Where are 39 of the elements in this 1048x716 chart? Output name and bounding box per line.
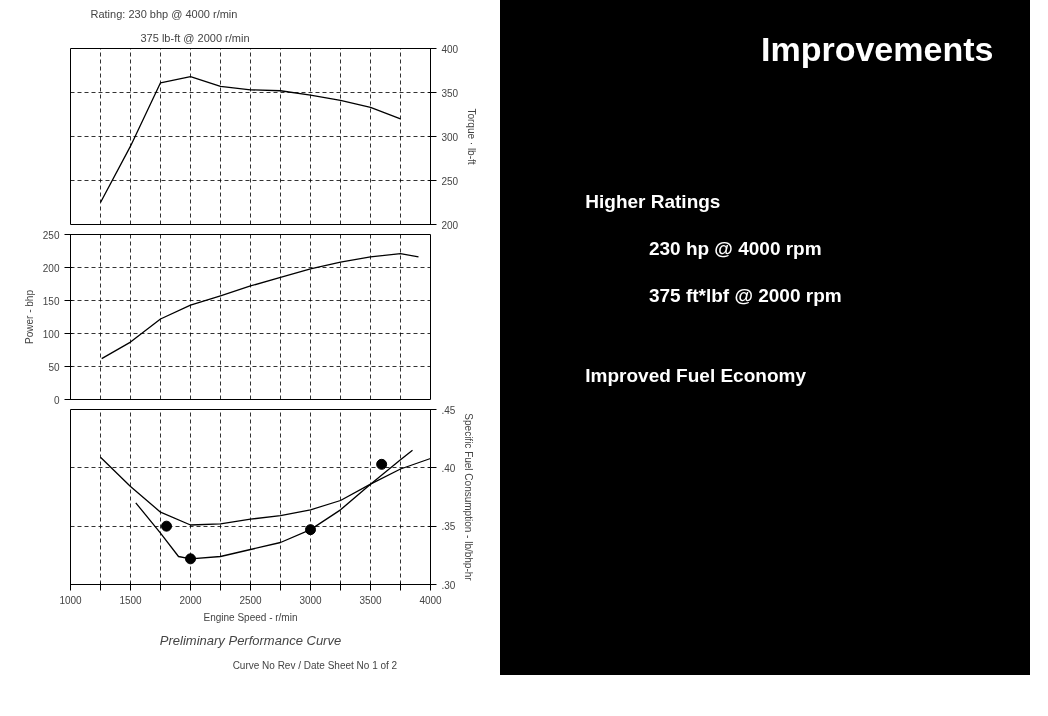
y-axis-title: Specific Fuel Consumption - lb/bhp-hr <box>463 413 475 582</box>
y-tick-label: .40 <box>441 462 456 474</box>
y-tick-label: 0 <box>53 394 60 406</box>
y-tick-label: 250 <box>441 175 459 187</box>
y-axis-title: Torque · lb-ft <box>466 108 478 165</box>
x-tick-label: 1500 <box>119 594 143 606</box>
y-tick-label: 300 <box>441 131 459 143</box>
y-tick-label: 350 <box>441 87 459 99</box>
x-axis-title: Engine Speed - r/min <box>203 611 298 623</box>
text: 375 lb-ft @ 2000 r/min <box>140 31 250 44</box>
text: Higher Ratings <box>585 191 721 212</box>
text: Improved Fuel Economy <box>585 365 807 387</box>
text: Improvements <box>760 29 994 68</box>
y-axis-title: Power - bhp <box>23 289 35 344</box>
x-tick-label: 2500 <box>239 594 263 606</box>
y-tick-label: 150 <box>42 295 60 307</box>
y-tick-label: .30 <box>441 579 456 591</box>
y-tick-label: 400 <box>441 43 459 55</box>
x-tick-label: 3000 <box>299 594 323 606</box>
text: Curve No Rev / Date Sheet No 1 of 2 <box>232 659 398 671</box>
text: Preliminary Performance Curve <box>159 632 342 648</box>
y-tick-label: 250 <box>42 229 60 241</box>
point <box>376 458 388 470</box>
point <box>161 520 172 532</box>
y-tick-label: 200 <box>42 262 60 274</box>
y-tick-label: 100 <box>42 328 60 340</box>
y-tick-label: .45 <box>441 404 456 416</box>
x-tick-label: 3500 <box>359 594 383 606</box>
text: 230 hp @ 4000 rpm <box>648 237 822 259</box>
y-tick-label: .35 <box>441 521 456 533</box>
text: Rating: 230 bhp @ 4000 r/min <box>90 7 238 20</box>
point <box>185 553 196 565</box>
y-tick-label: 200 <box>441 219 459 231</box>
y-tick-label: 50 <box>48 361 60 373</box>
x-tick-label: 4000 <box>419 594 443 606</box>
point <box>305 524 316 536</box>
x-tick-label: 2000 <box>179 594 203 606</box>
x-tick-label: 1000 <box>59 594 83 606</box>
text: 375 ft*lbf @ 2000 rpm <box>648 284 842 306</box>
